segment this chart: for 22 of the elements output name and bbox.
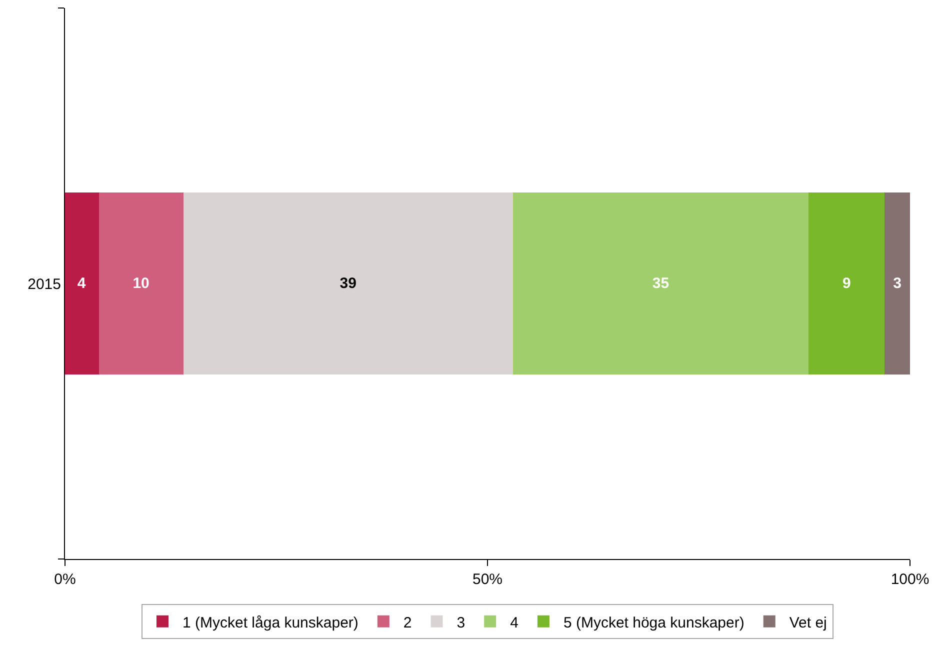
data-label: 4 [77, 275, 86, 292]
legend-label: Vet ej [789, 614, 827, 632]
legend-label: 5 (Mycket höga kunskaper) [563, 614, 744, 632]
data-label: 9 [842, 275, 851, 292]
bar [884, 192, 910, 374]
x-tick-label: 0% [54, 571, 76, 588]
bar [808, 192, 885, 374]
data-label: 39 [340, 275, 356, 292]
x-tick-label: 100% [890, 571, 930, 588]
bar [512, 192, 809, 374]
bar [65, 192, 99, 374]
x-tick-label: 50% [472, 571, 503, 588]
y-tick-label: 2015 [28, 276, 61, 293]
data-label: 35 [652, 275, 670, 292]
legend-label: 3 [456, 614, 466, 632]
data-label: 3 [893, 275, 902, 292]
bar [183, 192, 513, 374]
legend-label: 4 [510, 614, 518, 632]
legend-label: 1 (Mycket låga kunskaper) [182, 614, 358, 632]
legend-label: 2 [403, 614, 412, 632]
bar [98, 192, 184, 374]
data-label: 10 [132, 275, 150, 292]
